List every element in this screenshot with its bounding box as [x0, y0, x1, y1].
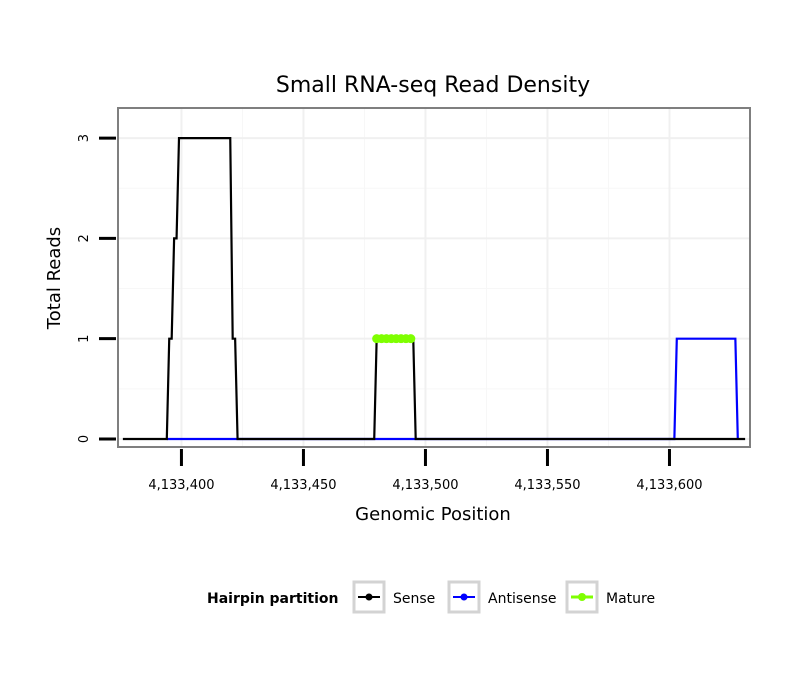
y-tick-label: 0	[77, 435, 92, 443]
y-tick-label: 1	[77, 335, 92, 343]
x-axis-label: Genomic Position	[355, 504, 511, 525]
plot-panel	[117, 107, 751, 448]
legend-item-mature: Mature	[565, 580, 655, 614]
x-axis: 4,133,400 4,133,450 4,133,500 4,133,550 4,13…	[148, 449, 703, 493]
chart-title: Small RNA-seq Read Density	[276, 73, 590, 98]
series-layer	[122, 136, 746, 441]
legend-title: Hairpin partition	[207, 591, 338, 607]
x-tick-label: 4,133,600	[636, 478, 702, 493]
legend-item-sense: Sense	[352, 580, 435, 614]
legend-point-antisense	[460, 593, 468, 601]
legend: Hairpin partition Sense Antisense Mature	[207, 580, 655, 614]
legend-label-mature: Mature	[606, 591, 655, 607]
x-tick-label: 4,133,500	[392, 478, 458, 493]
legend-item-antisense: Antisense	[447, 580, 557, 614]
legend-point-sense	[365, 593, 373, 601]
y-tick-label: 2	[77, 234, 92, 242]
y-axis-label: Total Reads	[44, 227, 65, 330]
x-tick-label: 4,133,450	[270, 478, 336, 493]
y-tick-label: 3	[77, 134, 92, 142]
x-tick-label: 4,133,550	[514, 478, 580, 493]
x-tick-label: 4,133,400	[148, 478, 214, 493]
legend-label-antisense: Antisense	[488, 591, 557, 607]
legend-point-mature	[578, 593, 586, 601]
series-point-mature	[406, 334, 416, 344]
y-axis: 0 1 2 3	[77, 134, 116, 443]
legend-label-sense: Sense	[393, 591, 435, 607]
